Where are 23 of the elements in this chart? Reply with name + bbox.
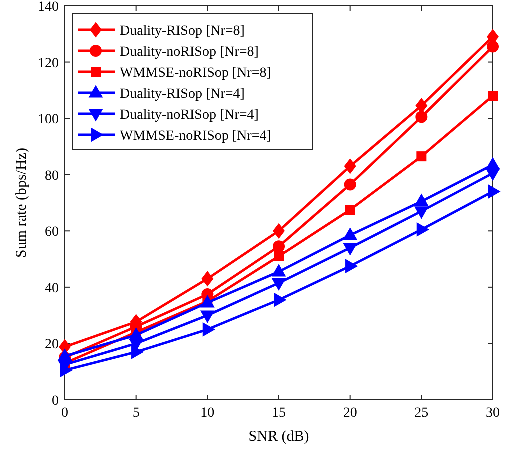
y-tick-label: 20 [45, 338, 59, 353]
legend-label: Duality-RISop [Nr=8] [120, 24, 245, 39]
x-tick-label: 25 [414, 406, 429, 421]
x-axis-title: SNR (dB) [248, 429, 310, 445]
y-tick-label: 140 [38, 0, 59, 15]
legend-label: Duality-noRISop [Nr=4] [120, 108, 259, 123]
legend-label: Duality-RISop [Nr=4] [120, 87, 245, 102]
legend-label: WMMSE-noRISop [Nr=8] [120, 66, 272, 81]
x-tick-label: 0 [62, 406, 68, 421]
y-tick-label: 120 [38, 56, 59, 72]
x-tick-label: 20 [343, 406, 358, 421]
x-tick-label: 10 [200, 406, 215, 421]
x-tick-label: 30 [486, 406, 500, 421]
y-axis-title: Sum rate (bps/Hz) [14, 148, 30, 258]
y-tick-label: 0 [52, 394, 59, 409]
legend-label: WMMSE-noRISop [Nr=4] [120, 129, 272, 144]
legend-label: Duality-noRISop [Nr=8] [120, 45, 259, 60]
y-tick-label: 100 [38, 112, 59, 128]
x-tick-label: 15 [272, 406, 286, 421]
x-tick-label: 5 [132, 406, 140, 421]
y-tick-label: 40 [45, 281, 59, 296]
y-tick-label: 60 [45, 225, 59, 240]
y-tick-label: 80 [45, 168, 59, 184]
